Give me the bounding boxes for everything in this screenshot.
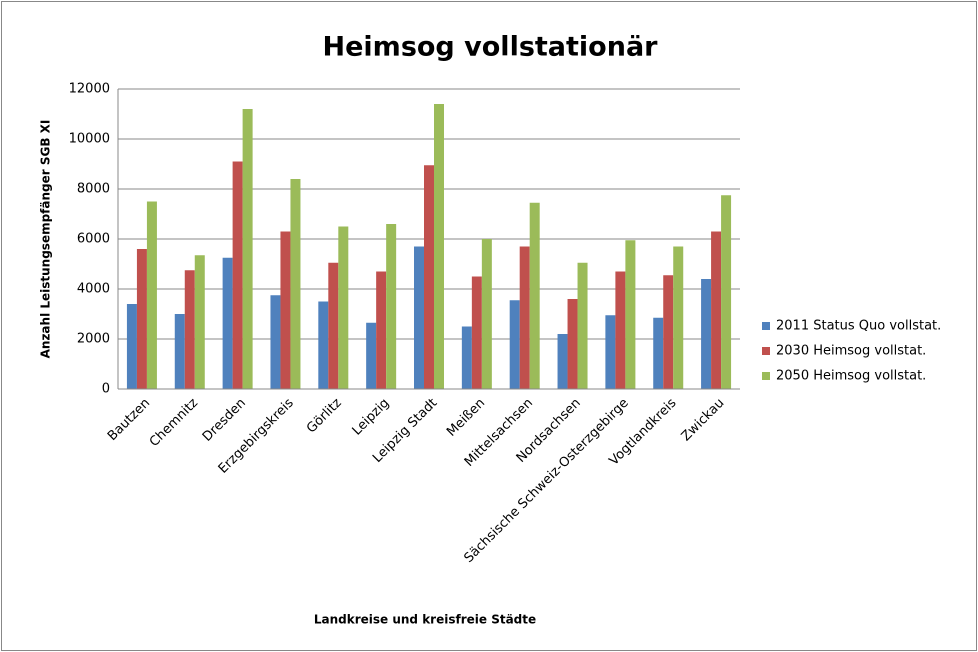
bar: [242, 109, 253, 389]
bar: [270, 295, 281, 389]
legend-swatch: [762, 372, 770, 380]
legend-swatch: [762, 347, 770, 355]
bar: [366, 322, 377, 389]
bar: [615, 271, 626, 389]
bar: [721, 195, 732, 389]
bar: [328, 262, 339, 389]
bar: [376, 271, 387, 389]
y-tick-label: 6000: [77, 232, 110, 247]
bar: [461, 326, 472, 389]
bar: [481, 239, 492, 389]
bar: [318, 301, 329, 389]
bar: [567, 299, 578, 389]
bar: [701, 279, 712, 389]
bar: [126, 304, 137, 389]
bar: [509, 300, 520, 389]
y-tick-label: 8000: [77, 182, 110, 197]
bar: [471, 276, 482, 389]
bar: [424, 165, 434, 389]
bar: [434, 104, 444, 389]
y-tick-label: 4000: [77, 282, 110, 297]
bar: [557, 334, 568, 389]
bar: [338, 226, 349, 389]
bar: [136, 249, 147, 389]
bar: [174, 314, 185, 389]
bar: [653, 317, 664, 389]
bar: [232, 161, 243, 389]
y-axis-title: Anzahl Leistungsempfänger SGB XI: [39, 120, 53, 359]
bar: [711, 231, 722, 389]
bar: [663, 275, 674, 389]
bar: [519, 246, 530, 389]
x-axis-title: Landkreise und kreisfreie Städte: [314, 613, 536, 627]
y-tick-label: 0: [102, 382, 110, 397]
legend-swatch: [762, 322, 770, 330]
bar: [605, 315, 616, 389]
bar: [577, 262, 588, 389]
bar: [673, 246, 684, 389]
legend-label: 2011 Status Quo vollstat.: [776, 319, 941, 334]
y-tick-label: 2000: [77, 332, 110, 347]
bar: [414, 246, 424, 389]
y-tick-label: 10000: [69, 132, 110, 147]
bar: [290, 179, 301, 389]
bar: [184, 270, 195, 389]
bar: [386, 224, 397, 389]
bar: [625, 240, 636, 389]
bar: [529, 202, 540, 389]
bar: [194, 255, 205, 389]
bar: [222, 257, 233, 389]
y-tick-label: 12000: [69, 82, 110, 97]
bar: [146, 201, 157, 389]
chart-title: Heimsog vollstationär: [323, 32, 659, 63]
legend-label: 2030 Heimsog vollstat.: [776, 344, 926, 359]
legend-label: 2050 Heimsog vollstat.: [776, 369, 926, 384]
bar: [280, 231, 291, 389]
